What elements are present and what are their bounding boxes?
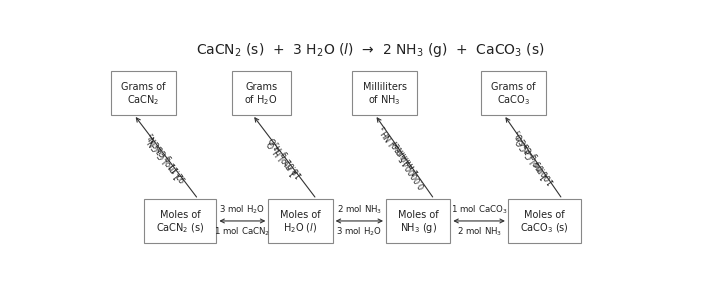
Text: Grams of: Grams of [121,82,166,92]
Text: Milliliters: Milliliters [362,82,406,92]
Text: 1 mol CaCO$_3$: 1 mol CaCO$_3$ [451,203,508,216]
Text: 1 mol CaCN$_2$: 1 mol CaCN$_2$ [144,133,185,182]
FancyBboxPatch shape [508,199,581,243]
Text: Moles of: Moles of [524,210,565,220]
Text: CaCN$_2$ (s): CaCN$_2$ (s) [155,221,205,235]
Text: 2 mol NH$_3$: 2 mol NH$_3$ [337,203,382,216]
Text: 3 mol H$_2$O: 3 mol H$_2$O [219,203,265,216]
Text: 18.02 g H$_2$O: 18.02 g H$_2$O [265,133,307,181]
Text: CaCN$_2$: CaCN$_2$ [127,93,160,107]
Text: 1 mol H$_2$O: 1 mol H$_2$O [265,136,301,178]
FancyBboxPatch shape [232,71,291,115]
Text: 100.09 g CaCO$_3$: 100.09 g CaCO$_3$ [510,126,559,188]
Text: 0.000045 mol NH$_3$: 0.000045 mol NH$_3$ [377,123,429,192]
Text: NH$_3$ (g): NH$_3$ (g) [400,221,437,235]
Text: 1 milliliter: 1 milliliter [391,138,422,176]
Text: 1 mol CaCN$_2$: 1 mol CaCN$_2$ [214,226,270,239]
Text: Moles of: Moles of [281,210,321,220]
Text: 92.11 g CaCN$_2$: 92.11 g CaCN$_2$ [145,129,191,185]
Text: Grams: Grams [245,82,278,92]
FancyBboxPatch shape [482,71,546,115]
Text: Moles of: Moles of [398,210,438,220]
FancyBboxPatch shape [386,199,450,243]
Text: CaCO$_3$ (s): CaCO$_3$ (s) [520,221,569,235]
FancyBboxPatch shape [352,71,416,115]
Text: of H$_2$O: of H$_2$O [244,93,278,107]
Text: CaCN$_2$ (s)  +  3 H$_2$O ($l$)  →  2 NH$_3$ (g)  +  CaCO$_3$ (s): CaCN$_2$ (s) + 3 H$_2$O ($l$) → 2 NH$_3$… [196,41,545,59]
FancyBboxPatch shape [111,71,176,115]
Text: CaCO$_3$: CaCO$_3$ [497,93,530,107]
FancyBboxPatch shape [268,199,333,243]
Text: Moles of: Moles of [160,210,200,220]
Text: 2 mol NH$_3$: 2 mol NH$_3$ [456,226,502,239]
Text: H$_2$O ($l$): H$_2$O ($l$) [283,221,317,235]
Text: 3 mol H$_2$O: 3 mol H$_2$O [336,226,382,239]
FancyBboxPatch shape [144,199,216,243]
Text: Grams of: Grams of [491,82,536,92]
Text: of NH$_3$: of NH$_3$ [368,93,401,107]
Text: 1 mol CaCO$_3$: 1 mol CaCO$_3$ [511,132,552,182]
